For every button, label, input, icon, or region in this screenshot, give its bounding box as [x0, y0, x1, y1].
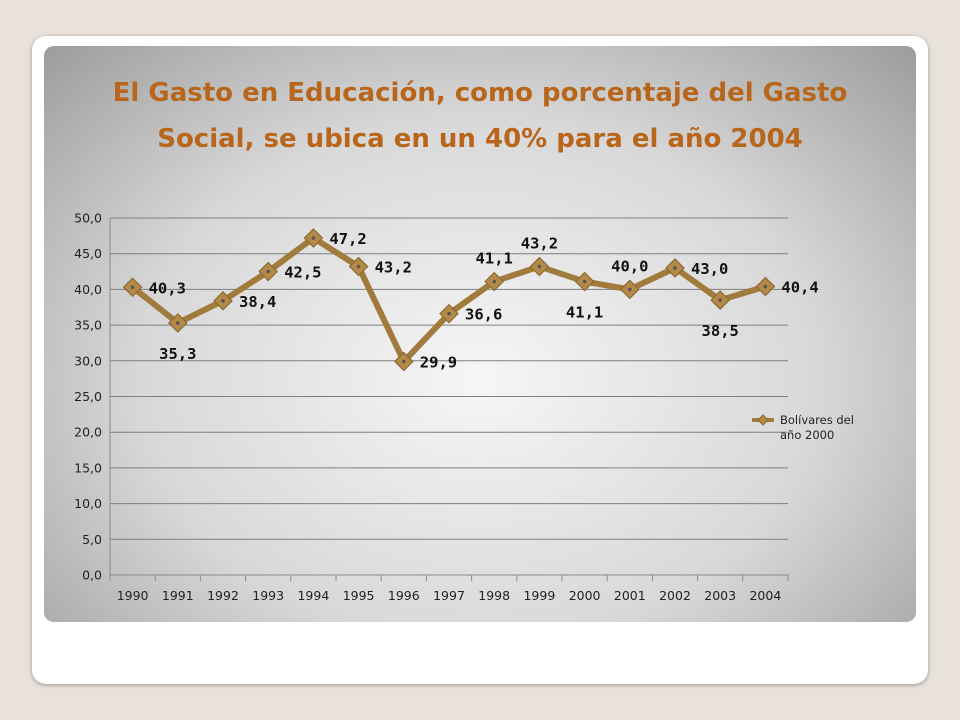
series-group — [122, 228, 776, 372]
data-labels: 40,3 35,3 38,4 42,5 47,2 43,2 29,9 36,6 41,1 43,2… — [149, 230, 819, 372]
data-point-center — [718, 298, 722, 302]
data-label: 35,3 — [159, 345, 196, 363]
data-label: 38,5 — [702, 322, 739, 340]
data-point-center — [356, 264, 361, 269]
data-label: 29,9 — [420, 354, 457, 372]
data-label: 43,2 — [521, 235, 558, 253]
x-tick-label: 2001 — [614, 588, 646, 603]
data-point-center — [628, 287, 632, 292]
y-tick-label: 5,0 — [82, 532, 102, 547]
y-tick-label: 50,0 — [74, 211, 102, 226]
x-tick-label: 1991 — [162, 588, 194, 603]
x-tick-label: 1995 — [343, 588, 375, 603]
data-label: 40,0 — [611, 257, 648, 275]
x-tick-label: 1990 — [117, 588, 149, 603]
y-tick-label: 30,0 — [74, 353, 102, 368]
data-point-center — [763, 284, 768, 289]
x-tick-label: 1997 — [433, 588, 465, 603]
x-tick-label: 1993 — [252, 588, 284, 603]
data-point-center — [266, 269, 271, 274]
data-point-center — [221, 299, 225, 303]
data-label: 43,0 — [691, 260, 728, 278]
data-label: 47,2 — [329, 230, 366, 248]
data-label: 41,1 — [476, 250, 513, 268]
y-tick-label: 35,0 — [74, 318, 102, 333]
data-label: 38,4 — [239, 293, 276, 311]
y-tick-label: 40,0 — [74, 282, 102, 297]
data-point-center — [176, 321, 180, 325]
x-tick-label: 1994 — [297, 588, 329, 603]
x-tick-label: 2002 — [659, 588, 691, 603]
y-tick-label: 0,0 — [82, 568, 102, 583]
x-tick-label: 2000 — [569, 588, 601, 603]
x-axis-ticks: 1990 1991 1992 1993 1994 1995 1996 1997 1998 1999… — [109, 575, 789, 603]
legend-label: Bolívares del — [780, 413, 854, 427]
data-point-center — [492, 279, 497, 284]
data-point-center — [582, 279, 587, 284]
gridlines — [109, 217, 788, 576]
x-tick-label: 1996 — [388, 588, 420, 603]
x-tick-label: 2004 — [749, 588, 781, 603]
data-label: 40,3 — [149, 279, 186, 297]
data-label: 41,1 — [566, 304, 603, 322]
y-tick-label: 10,0 — [74, 496, 102, 511]
y-tick-label: 20,0 — [74, 425, 102, 440]
data-point-center — [673, 266, 677, 270]
data-point-center — [402, 359, 406, 364]
data-label: 40,4 — [781, 279, 818, 297]
x-tick-label: 1998 — [478, 588, 510, 603]
data-point-center — [537, 264, 542, 269]
x-tick-label: 1992 — [207, 588, 239, 603]
data-label: 43,2 — [375, 259, 412, 277]
data-point-center — [311, 236, 316, 240]
data-point-center — [447, 311, 451, 316]
x-tick-label: 1999 — [523, 588, 555, 603]
y-tick-label: 15,0 — [74, 460, 102, 475]
legend-swatch-marker — [757, 414, 769, 426]
legend-label: año 2000 — [780, 428, 834, 442]
y-axis-ticks: 0,0 5,0 10,0 15,0 20,0 25,0 30,0 35,0 40,0 45,0 50… — [74, 211, 102, 583]
data-label: 42,5 — [284, 264, 321, 282]
data-point-center — [130, 285, 135, 290]
y-tick-label: 45,0 — [74, 246, 102, 261]
y-tick-label: 25,0 — [74, 389, 102, 404]
data-label: 36,6 — [465, 306, 502, 324]
chart-title: El Gasto en Educación, como porcentaje d… — [112, 78, 848, 154]
chart-panel — [44, 46, 916, 622]
x-tick-label: 2003 — [704, 588, 736, 603]
